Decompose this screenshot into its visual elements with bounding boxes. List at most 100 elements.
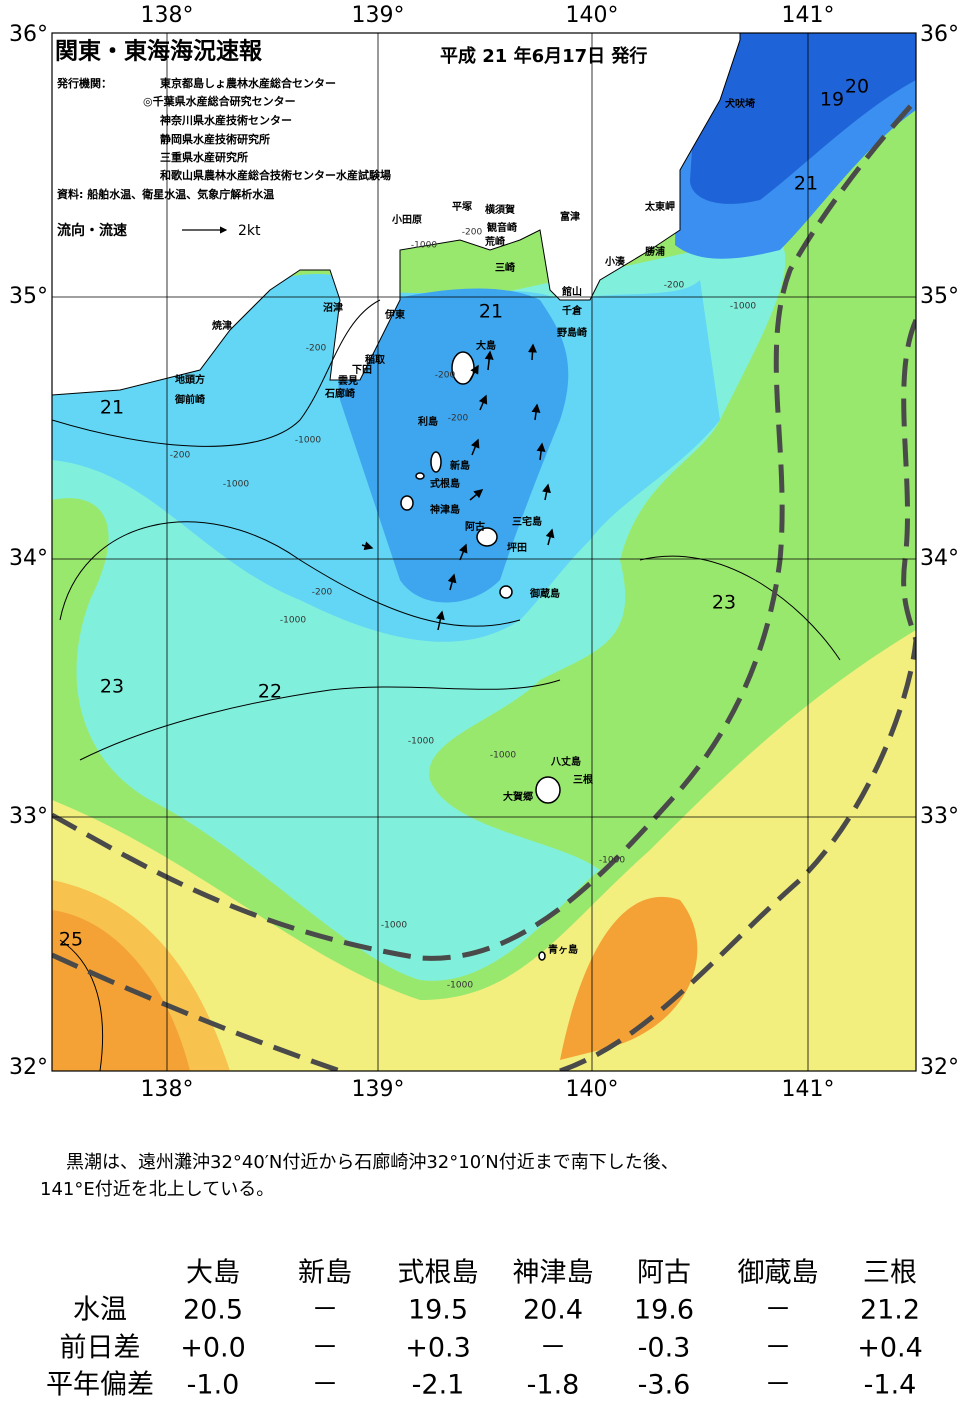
lat-label-left: 34°	[9, 546, 48, 571]
graticule	[52, 33, 916, 1071]
table-cell: -1.4	[864, 1370, 917, 1401]
temperature-label: 20	[845, 76, 869, 98]
place-name: 三根	[573, 773, 593, 786]
depth-label: -200	[306, 344, 327, 354]
temperature-label: 21	[100, 397, 124, 419]
table-cell: －	[312, 1295, 339, 1326]
place-name: 犬吠埼	[725, 97, 755, 110]
place-name: 太東岬	[644, 200, 675, 213]
description: 141°E付近を北上している。	[40, 1179, 274, 1200]
row-label: 前日差	[60, 1333, 141, 1364]
table-cell: -3.6	[638, 1370, 691, 1401]
place-name: 伊東	[384, 308, 405, 321]
lon-label-bottom: 138°	[141, 1077, 194, 1102]
place-name: 勝浦	[645, 245, 665, 258]
contours	[52, 299, 841, 1071]
depth-label: -1000	[599, 856, 625, 866]
table-cell: -0.3	[638, 1333, 691, 1364]
lat-label-right: 32°	[920, 1055, 959, 1080]
table-cell: -1.8	[527, 1370, 580, 1401]
place-name: 地頭方	[175, 373, 205, 386]
depth-label: -200	[312, 588, 333, 598]
place-name: 稲取	[365, 353, 386, 366]
place-name: 大島	[476, 339, 496, 352]
row-label: 平年偏差	[46, 1370, 154, 1401]
temperature-label: 22	[258, 681, 282, 703]
place-name: 青ヶ島	[548, 943, 578, 956]
table-cell: －	[540, 1333, 567, 1364]
place-name: 三崎	[495, 261, 515, 274]
agency: 東京都島しょ農林水産総合センター	[160, 76, 336, 90]
place-name: 利島	[418, 415, 438, 428]
place-name: 千倉	[562, 304, 583, 317]
place-name: 館山	[561, 285, 582, 298]
table-header: 三根	[863, 1258, 917, 1289]
lon-label-bottom: 140°	[566, 1077, 619, 1102]
lat-label-left: 36°	[9, 22, 48, 47]
agency: 和歌山県農林水産総合技術センター水産試験場	[160, 168, 391, 182]
table-cell: +0.0	[180, 1333, 246, 1364]
lat-label-right: 34°	[920, 546, 959, 571]
table-cell: -2.1	[412, 1370, 465, 1401]
table-cell: －	[765, 1295, 792, 1326]
place-name: 式根島	[430, 477, 460, 490]
lon-label-top: 138°	[141, 3, 194, 28]
place-name: 野島崎	[557, 326, 587, 339]
depth-label: -200	[170, 451, 191, 461]
lon-label-top: 141°	[782, 3, 835, 28]
temperature-label: 23	[712, 592, 736, 614]
place-name: 八丈島	[550, 755, 581, 768]
lat-label-right: 35°	[920, 284, 959, 309]
lat-label-right: 36°	[920, 22, 959, 47]
kuroshio-axis	[52, 98, 916, 1071]
agency: 静岡県水産技術研究所	[160, 132, 270, 146]
map	[52, 33, 916, 1071]
table-header: 御蔵島	[738, 1258, 819, 1289]
lon-label-bottom: 141°	[782, 1077, 835, 1102]
islands	[400, 351, 561, 961]
current-arrows	[361, 343, 555, 631]
depth-label: -200	[462, 228, 483, 238]
temperature-label: 23	[100, 676, 124, 698]
place-name: 富津	[560, 210, 580, 223]
temperature-label: 19	[820, 89, 844, 111]
sea-yellow	[52, 630, 916, 1071]
place-name: 荒崎	[484, 235, 505, 248]
sea-orange	[52, 910, 190, 1071]
place-name: 大賀郷	[503, 790, 533, 803]
table-header: 阿古	[637, 1258, 691, 1289]
table-cell: 21.2	[860, 1295, 920, 1326]
table-cell: -1.0	[187, 1370, 240, 1401]
depth-label: -1000	[280, 616, 306, 626]
lat-label-left: 32°	[9, 1055, 48, 1080]
place-name: 坪田	[507, 541, 527, 554]
table-cell: －	[765, 1333, 792, 1364]
map-frame	[51, 32, 917, 1072]
source: 資料: 船舶水温、衛星水温、気象庁解析水温	[57, 187, 274, 201]
temperature-label: 21	[479, 301, 503, 323]
table-cell: －	[765, 1370, 792, 1401]
table-cell: +0.4	[857, 1333, 923, 1364]
depth-label: -1000	[408, 737, 434, 747]
table-cell: 20.4	[523, 1295, 583, 1326]
place-name: 御前崎	[174, 393, 205, 406]
table-header: 神津島	[513, 1258, 594, 1289]
agencies-label: 発行機関：	[56, 76, 112, 90]
place-name: 石廊崎	[324, 387, 355, 400]
agency: ◎千葉県水産総合研究センター	[143, 94, 296, 108]
depth-label: -200	[435, 371, 456, 381]
place-name: 雲見	[338, 375, 358, 387]
table-header: 式根島	[398, 1258, 479, 1289]
place-name: 観音崎	[487, 221, 517, 234]
place-name: 焼津	[212, 319, 232, 332]
sea-orange	[560, 896, 698, 1060]
current-label: 流向・流速	[57, 222, 127, 239]
table-header: 新島	[298, 1258, 352, 1289]
temperature-label: 25	[59, 929, 83, 951]
depth-label: -1000	[381, 921, 407, 931]
agency: 神奈川県水産技術センター	[160, 113, 292, 127]
place-name: 平塚	[452, 200, 472, 213]
place-name: 小田原	[391, 213, 422, 226]
temperature-label: 21	[794, 173, 818, 195]
